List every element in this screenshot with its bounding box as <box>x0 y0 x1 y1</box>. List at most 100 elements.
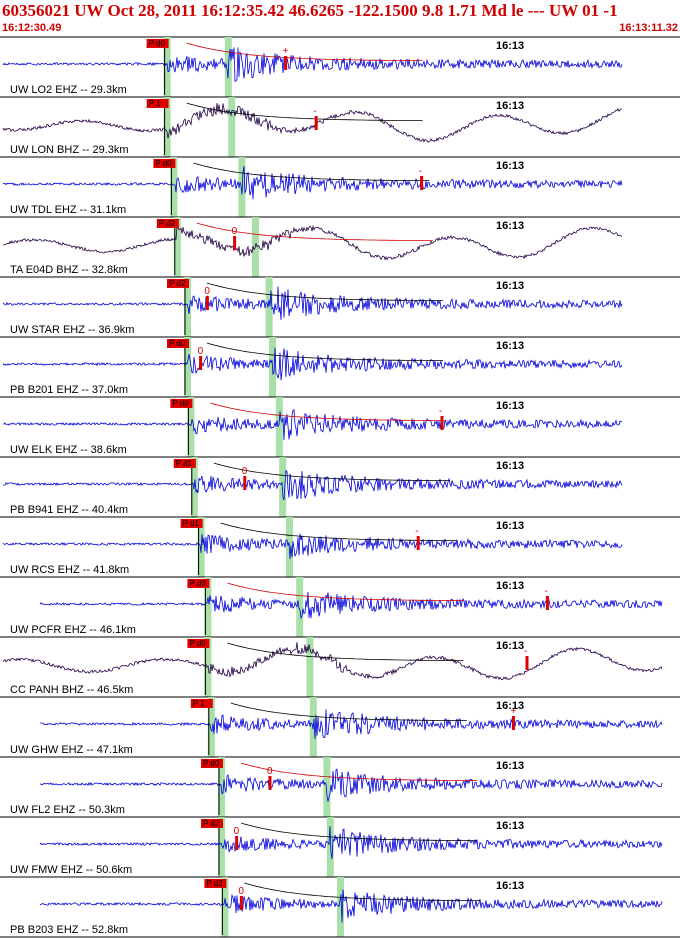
p-pick-box <box>170 399 193 408</box>
station-label: UW FL2 EHZ -- 50.3km <box>10 804 125 816</box>
p-pick-box <box>201 819 223 828</box>
waveform-trace <box>39 889 663 923</box>
time-tick-label: 16:13 <box>496 400 524 412</box>
s-arrival-band <box>296 577 304 637</box>
station-label: UW ELK EHZ -- 38.6km <box>10 444 127 456</box>
pick-mark-label: 0 <box>204 286 210 297</box>
time-tick-label: 16:13 <box>496 280 524 292</box>
coda-curve <box>227 642 464 661</box>
coda-curve <box>240 822 477 841</box>
coda-curve <box>213 462 450 481</box>
s-arrival-band <box>323 757 331 817</box>
coda-curve <box>240 762 477 781</box>
pick-marker <box>243 476 247 490</box>
pick-marker <box>545 596 549 610</box>
p-pick-box <box>146 39 169 48</box>
s-arrival-band <box>306 637 314 697</box>
p-pick-label: P d0 <box>149 39 166 48</box>
pick-mark-label: 0 <box>198 346 204 357</box>
pick-mark-label: - <box>313 106 316 117</box>
waveform-trace <box>2 166 623 200</box>
coda-curve <box>210 402 447 421</box>
coda-curve <box>230 702 467 721</box>
waveform-trace <box>2 642 663 681</box>
time-tick-label: 16:13 <box>496 40 524 52</box>
station-label: UW LO2 EHZ -- 29.3km <box>10 84 127 96</box>
pick-mark-label: + <box>283 46 289 57</box>
p-pick-label: P d0 <box>172 399 189 408</box>
waveform-trace <box>39 591 663 620</box>
coda-curve <box>206 282 443 301</box>
coda-curve <box>196 222 433 241</box>
p-pick-label: P d2 <box>159 219 176 228</box>
waveform-trace <box>2 224 623 261</box>
p-pick-box <box>187 639 210 648</box>
waveform-trace <box>39 768 663 802</box>
end-time: 16:13:11.32 <box>619 22 678 34</box>
p-pick-box <box>180 519 203 528</box>
pick-mark-label: - <box>439 406 442 417</box>
station-label: UW FMW EHZ -- 50.6km <box>10 864 132 876</box>
pick-marker <box>205 296 209 310</box>
p-pick-label: P d2 <box>206 879 223 888</box>
time-tick-label: 16:13 <box>496 820 524 832</box>
station-label: TA E04D BHZ -- 32.8km <box>10 264 128 276</box>
p-arrival-band <box>184 277 191 337</box>
s-arrival-band <box>275 397 283 457</box>
p-arrival-band <box>170 157 178 217</box>
p-pick-box <box>167 339 189 348</box>
pick-mark-label: - <box>419 166 422 177</box>
pick-marker <box>235 836 239 850</box>
s-arrival-band <box>337 877 344 937</box>
p-pick-box <box>153 159 176 168</box>
p-pick-label: P d0 <box>203 759 220 768</box>
station-label: CC PANH BHZ -- 46.5km <box>10 684 133 696</box>
waveform-trace <box>2 533 623 559</box>
waveform-trace <box>39 826 663 860</box>
header: 60356021 UW Oct 28, 2011 16:12:35.42 46.… <box>0 0 680 36</box>
p-arrival-band <box>207 697 215 757</box>
pick-mark-label: 0 <box>242 466 248 477</box>
p-arrival-band <box>204 577 212 637</box>
p-pick-label: P d0 <box>189 579 206 588</box>
p-pick-box <box>201 759 223 768</box>
p-pick-label: P d0 <box>155 159 172 168</box>
station-label: UW LON BHZ -- 29.3km <box>10 144 129 156</box>
time-tick-label: 16:13 <box>496 580 524 592</box>
coda-curve <box>186 42 423 61</box>
time-tick-label: 16:13 <box>496 760 524 772</box>
p-pick-box <box>187 579 210 588</box>
pick-mark-label: 0 <box>238 886 244 897</box>
p-pick-label: P d2 <box>169 279 186 288</box>
station-label: PB B201 EHZ -- 37.0km <box>10 384 128 396</box>
coda-curve <box>193 162 430 181</box>
s-arrival-band <box>265 277 273 337</box>
pick-mark-label: - <box>415 526 418 537</box>
p-pick-label: P d1 <box>176 459 193 468</box>
s-arrival-band <box>238 157 246 217</box>
pick-marker <box>511 716 515 730</box>
station-label: UW RCS EHZ -- 41.8km <box>10 564 129 576</box>
time-tick-label: 16:13 <box>496 220 524 232</box>
coda-curve <box>186 102 423 121</box>
waveform-trace <box>2 286 623 320</box>
p-arrival-band <box>184 337 191 397</box>
p-arrival-band <box>187 397 195 457</box>
waveform-trace <box>2 102 623 143</box>
p-arrival-band <box>163 97 171 157</box>
coda-curve <box>220 522 457 541</box>
pick-marker <box>284 56 288 70</box>
station-label: PB B941 EHZ -- 40.4km <box>10 504 128 516</box>
pick-marker <box>314 116 318 130</box>
time-tick-label: 16:13 <box>496 640 524 652</box>
pick-marker <box>199 356 203 370</box>
s-arrival-band <box>279 457 287 517</box>
p-pick-box <box>204 879 227 888</box>
p-arrival-band <box>218 817 225 877</box>
time-tick-label: 16:13 <box>496 460 524 472</box>
p-pick-label: P d1 <box>183 519 200 528</box>
waveform-trace <box>2 347 623 381</box>
waveform-trace <box>40 709 663 740</box>
waveform-trace <box>2 47 623 82</box>
